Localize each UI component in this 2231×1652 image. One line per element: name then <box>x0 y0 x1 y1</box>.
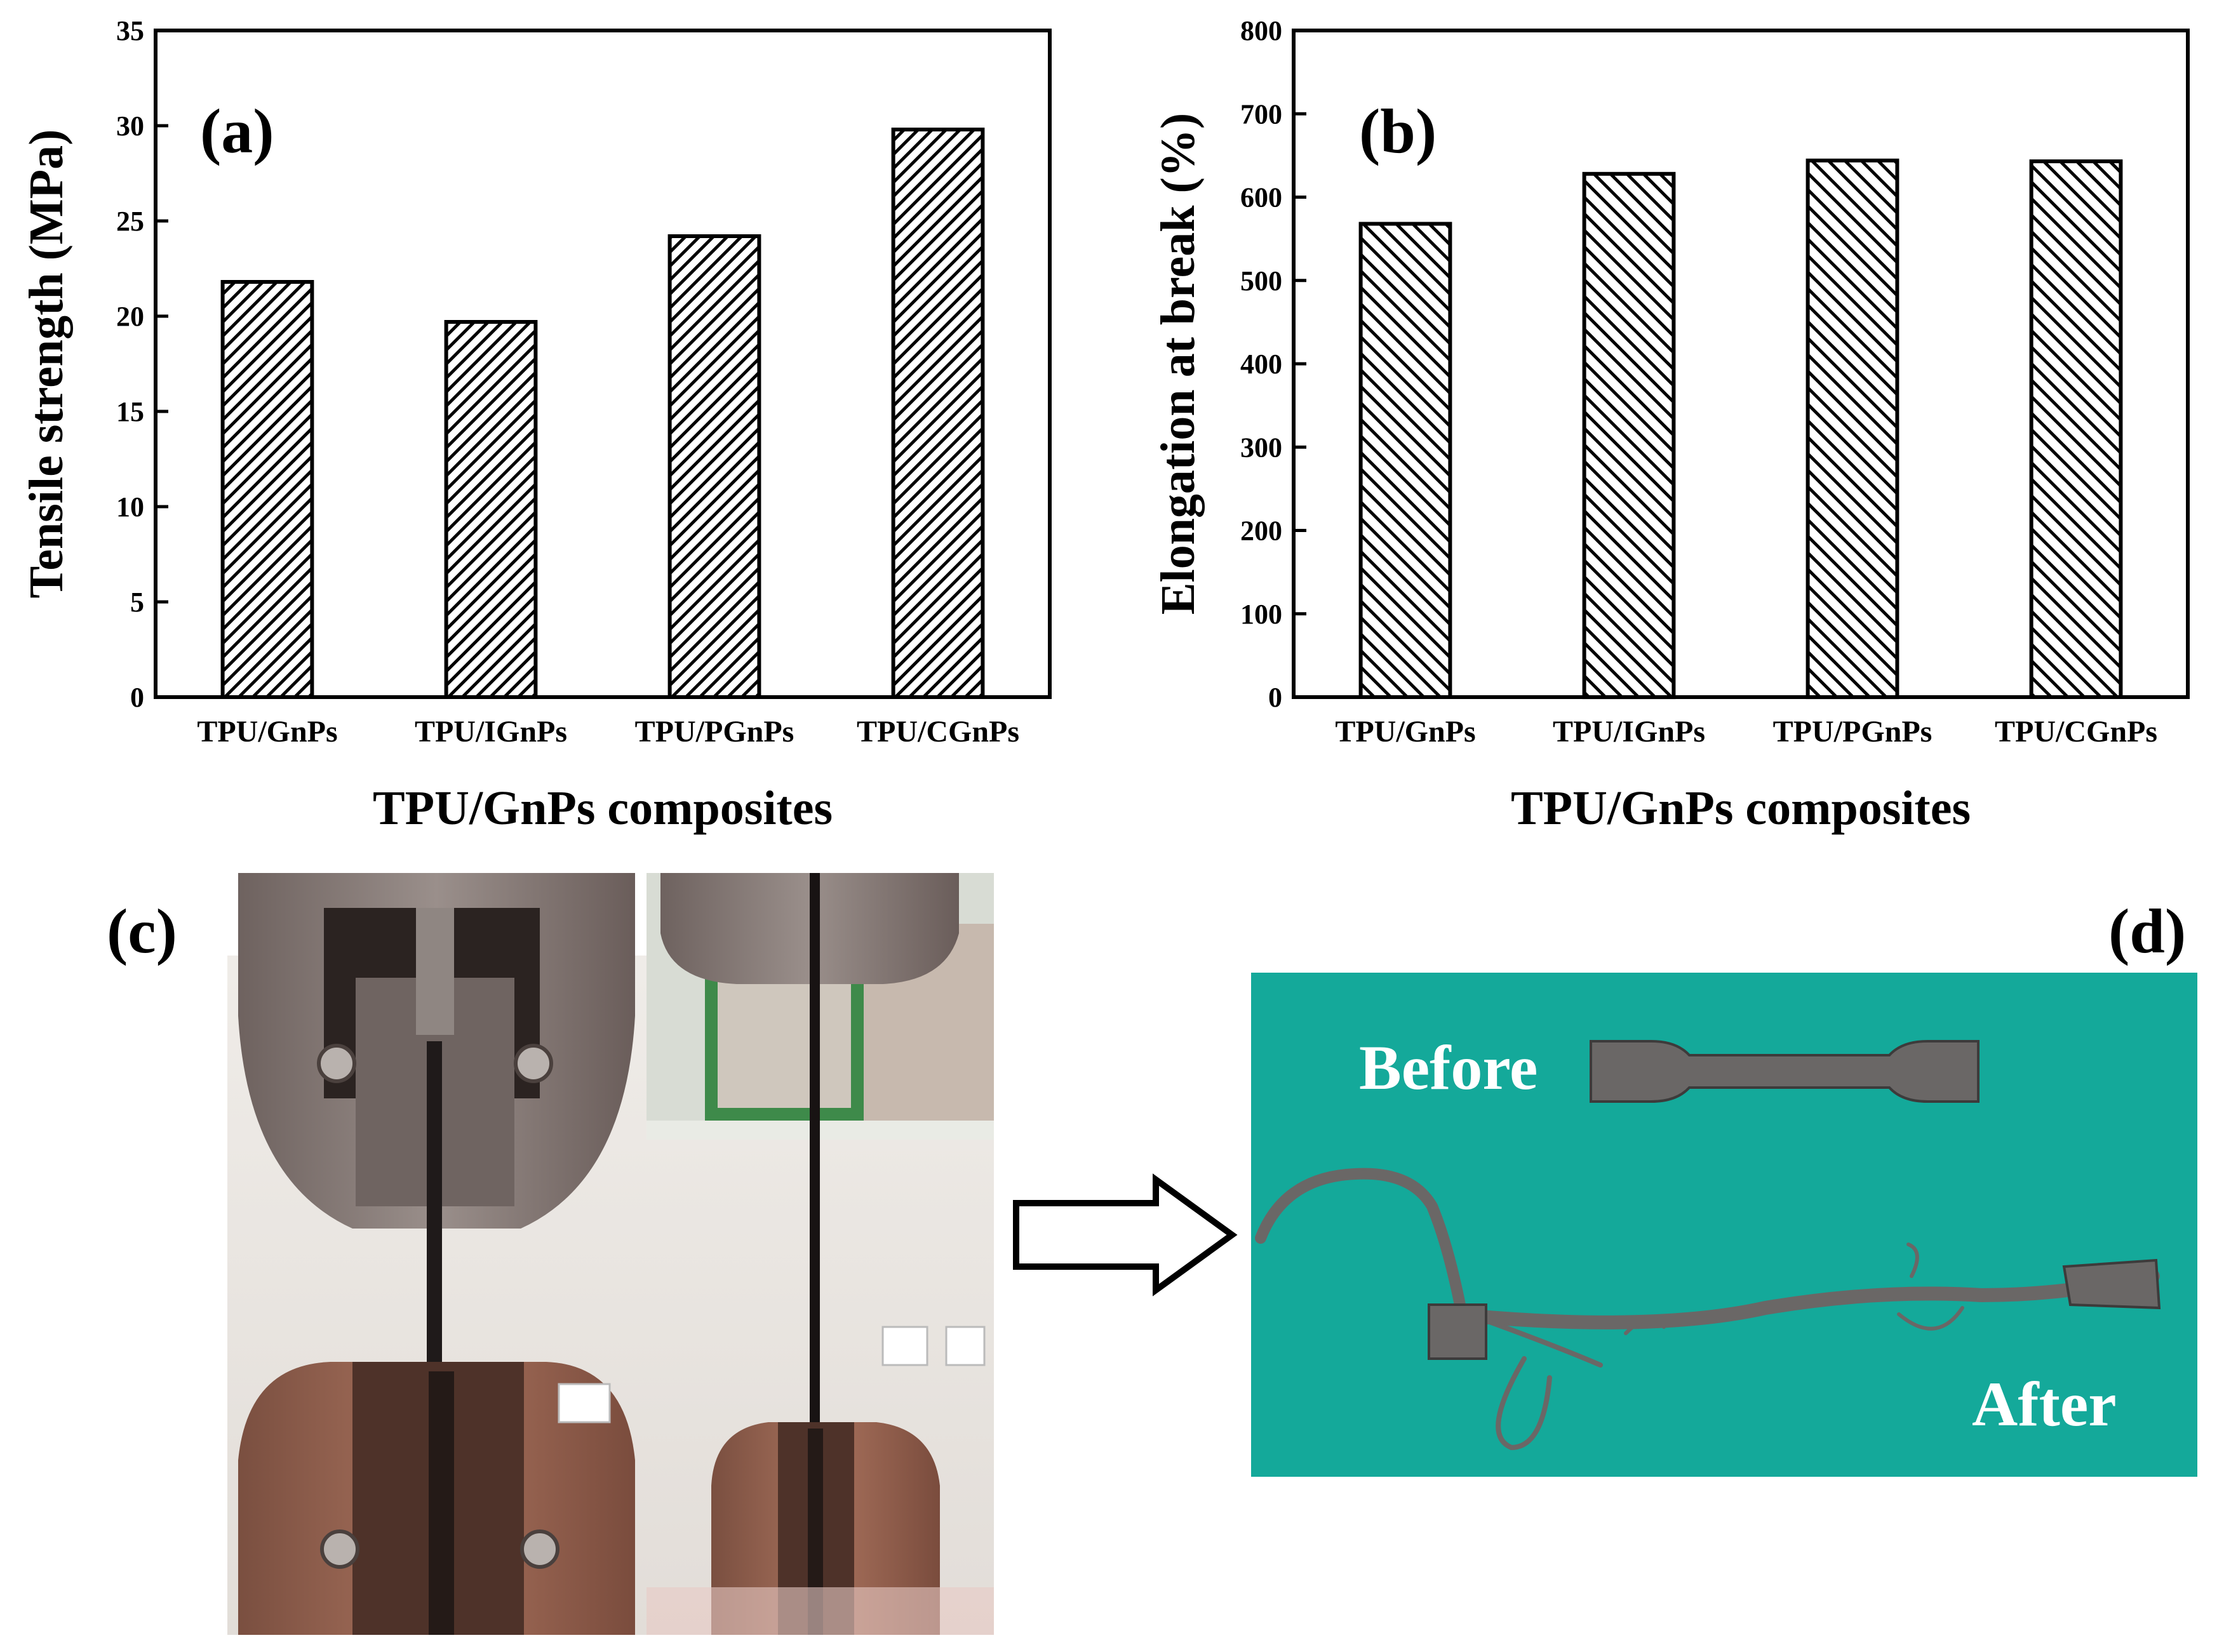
photo-during-stretch <box>647 873 994 1635</box>
panel-b-elongation-chart: 0 100 200 300 400 500 600 700 800 TPU/GnPs TPU/IG… <box>1151 15 2190 835</box>
panel-a-bar-4 <box>891 128 985 699</box>
panel-b-label: (b) <box>1359 96 1437 166</box>
panel-a-y-axis-title: Tensile strength (MPa) <box>20 130 73 599</box>
panel-d-specimen-photo: (d) Before After <box>1251 896 2197 1477</box>
panel-b-x-tick-label: TPU/CGnPs <box>1995 715 2157 749</box>
after-specimen-left-tab <box>1428 1303 1487 1360</box>
panel-b-y-tick-label: 600 <box>1240 182 1282 213</box>
panel-c-tensile-test-photos: (c) <box>107 873 994 1635</box>
panel-a-x-tick-label: TPU/GnPs <box>197 715 337 749</box>
panel-b-y-tick-label: 500 <box>1240 265 1282 296</box>
panel-a-x-axis-title: TPU/GnPs composites <box>373 782 833 835</box>
panel-a-y-tick-label: 35 <box>116 15 144 46</box>
panel-a-y-tick-label: 25 <box>116 206 144 237</box>
panel-a-y-tick-label: 20 <box>116 301 144 332</box>
panel-b-y-tick-label: 200 <box>1240 516 1282 547</box>
panel-a-y-tick-label: 10 <box>116 491 144 523</box>
panel-a-y-tick-label: 0 <box>130 682 144 713</box>
panel-b-y-tick-label: 800 <box>1240 15 1282 46</box>
after-specimen <box>1255 1168 2160 1451</box>
panel-b-bar-2 <box>1582 171 1676 700</box>
panel-b-bar-3 <box>1806 158 1899 700</box>
panel-a-x-tick-label: TPU/CGnPs <box>857 715 1019 749</box>
panel-b-y-tick-label: 300 <box>1240 432 1282 463</box>
panel-d-label: (d) <box>2108 896 2186 966</box>
panel-c-label: (c) <box>107 896 177 966</box>
photo-before-stretch <box>227 873 647 1635</box>
panel-b-bar-4 <box>2029 159 2123 700</box>
before-specimen <box>1590 1040 1980 1103</box>
panel-a-bar-2 <box>444 320 538 699</box>
panel-b-y-tick-label: 700 <box>1240 98 1282 130</box>
panel-b-y-tick-label: 400 <box>1240 349 1282 380</box>
panel-b-x-axis-title: TPU/GnPs composites <box>1511 782 1971 835</box>
panel-b-y-tick-label: 0 <box>1268 682 1282 713</box>
panel-b-x-tick-label: TPU/GnPs <box>1335 715 1475 749</box>
panel-b-x-tick-label: TPU/PGnPs <box>1773 715 1933 749</box>
panel-a-x-tick-label: TPU/IGnPs <box>415 715 567 749</box>
panel-a-x-tick-label: TPU/PGnPs <box>635 715 794 749</box>
panel-b-y-tick-label: 100 <box>1240 599 1282 630</box>
panel-a-label: (a) <box>200 96 274 166</box>
panel-a-tensile-strength-chart: 0 5 10 15 20 25 30 35 TPU/GnPs TPU/IGnPs TPU/PGnP… <box>20 15 1052 835</box>
panel-b-bar-1 <box>1358 222 1452 699</box>
before-label: Before <box>1359 1032 1538 1103</box>
after-specimen-right-tab <box>2062 1258 2161 1310</box>
panel-a-y-tick-label: 30 <box>116 110 144 142</box>
panel-a-y-tick-label: 15 <box>116 396 144 427</box>
panel-a-bar-1 <box>220 280 314 699</box>
after-label: After <box>1972 1369 2117 1439</box>
panel-a-y-tick-label: 5 <box>130 587 144 618</box>
panel-a-plot-frame <box>154 29 1052 699</box>
arrow-icon <box>1013 1173 1238 1296</box>
panel-b-y-axis-title: Elongation at break (%) <box>1151 113 1205 615</box>
panel-a-bar-3 <box>667 234 761 699</box>
panel-b-x-tick-label: TPU/IGnPs <box>1553 715 1705 749</box>
